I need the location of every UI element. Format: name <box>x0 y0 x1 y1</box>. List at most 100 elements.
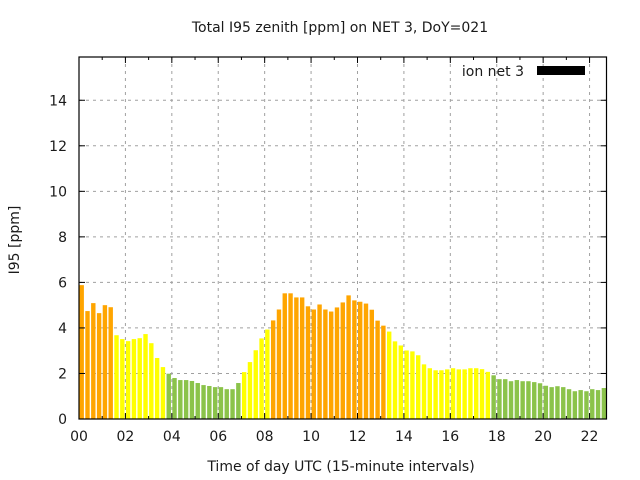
y-axis-label: I95 [ppm] <box>7 206 23 275</box>
bar <box>85 311 90 419</box>
x-tick-label: 00 <box>70 429 88 445</box>
bar <box>114 335 119 419</box>
bar <box>166 373 171 419</box>
chart-title: Total I95 zenith [ppm] on NET 3, DoY=021 <box>191 20 488 36</box>
bar <box>195 383 200 419</box>
bar <box>352 300 357 419</box>
bar <box>572 391 578 419</box>
bar <box>212 387 218 419</box>
bar <box>79 285 84 419</box>
bar <box>340 302 345 419</box>
x-tick-label: 02 <box>117 429 135 445</box>
bar <box>450 368 456 419</box>
x-tick-label: 06 <box>209 429 227 445</box>
bar <box>178 380 183 419</box>
bar <box>317 304 322 419</box>
bar <box>328 311 334 419</box>
y-tick-label: 10 <box>49 184 67 200</box>
bar <box>433 370 438 419</box>
bar <box>508 381 514 419</box>
legend: ion net 3 <box>462 64 585 80</box>
x-tick-label: 08 <box>256 429 274 445</box>
y-tick-label: 2 <box>58 366 67 382</box>
x-tick-label: 14 <box>395 429 413 445</box>
bar <box>183 380 189 419</box>
bar <box>131 339 137 419</box>
bar <box>491 375 496 419</box>
bar <box>241 372 247 419</box>
y-tick-label: 8 <box>58 230 67 246</box>
bar <box>386 331 392 419</box>
bar <box>549 387 554 419</box>
bar <box>207 385 212 419</box>
legend-swatch <box>537 66 585 75</box>
x-tick-label: 10 <box>302 429 320 445</box>
bar <box>120 339 125 419</box>
bar <box>108 307 113 419</box>
grid-lines <box>79 57 607 419</box>
bar <box>578 390 583 419</box>
bar <box>102 305 108 419</box>
bar <box>236 383 241 419</box>
x-tick-label: 20 <box>534 429 552 445</box>
bar <box>462 369 467 419</box>
bar <box>224 389 229 419</box>
bar <box>526 381 531 419</box>
bar <box>299 297 305 419</box>
bar <box>259 338 264 419</box>
bars <box>79 285 607 419</box>
x-tick-label: 22 <box>581 429 599 445</box>
bar <box>427 368 433 419</box>
bar <box>555 386 560 419</box>
bar <box>294 297 299 419</box>
x-tick-label: 12 <box>349 429 367 445</box>
bar <box>189 380 195 419</box>
bar <box>247 362 253 419</box>
bar <box>270 320 276 419</box>
bar <box>503 379 508 419</box>
bar <box>410 351 415 419</box>
bar <box>468 368 473 419</box>
bar <box>137 338 142 419</box>
x-tick-label: 16 <box>441 429 459 445</box>
x-tick-label: 18 <box>488 429 506 445</box>
bar <box>474 368 479 419</box>
bar <box>143 334 148 419</box>
bar <box>421 364 427 419</box>
bar <box>416 355 421 419</box>
bar <box>520 381 525 419</box>
bar <box>381 325 386 419</box>
bar <box>230 389 235 419</box>
x-axis-ticks: 00 02 04 06 08 10 12 14 16 18 20 22 <box>70 57 598 445</box>
bar <box>218 387 224 419</box>
bar <box>305 306 311 419</box>
plot-frame <box>78 56 608 420</box>
bar <box>282 293 287 419</box>
bar <box>363 303 369 419</box>
legend-label: ion net 3 <box>462 64 524 80</box>
bar <box>375 320 380 419</box>
bar <box>265 329 270 419</box>
bar <box>514 380 520 419</box>
bar <box>497 379 502 419</box>
bar <box>323 309 328 419</box>
bar <box>288 293 293 419</box>
bar <box>369 309 374 419</box>
bar <box>172 378 177 419</box>
bar <box>125 341 131 419</box>
bar <box>601 388 607 419</box>
bar <box>485 371 491 419</box>
y-tick-label: 4 <box>58 321 67 337</box>
y-axis-ticks: 0 2 4 6 8 10 12 14 <box>49 93 607 428</box>
bar <box>334 307 340 419</box>
bar <box>584 391 589 419</box>
bar <box>311 309 316 419</box>
x-tick-label: 04 <box>163 429 181 445</box>
x-axis-label: Time of day UTC (15-minute intervals) <box>206 459 474 475</box>
bar <box>595 390 601 419</box>
bar <box>96 313 102 419</box>
bar <box>537 383 543 419</box>
y-tick-label: 0 <box>58 412 67 428</box>
bar <box>357 301 363 419</box>
